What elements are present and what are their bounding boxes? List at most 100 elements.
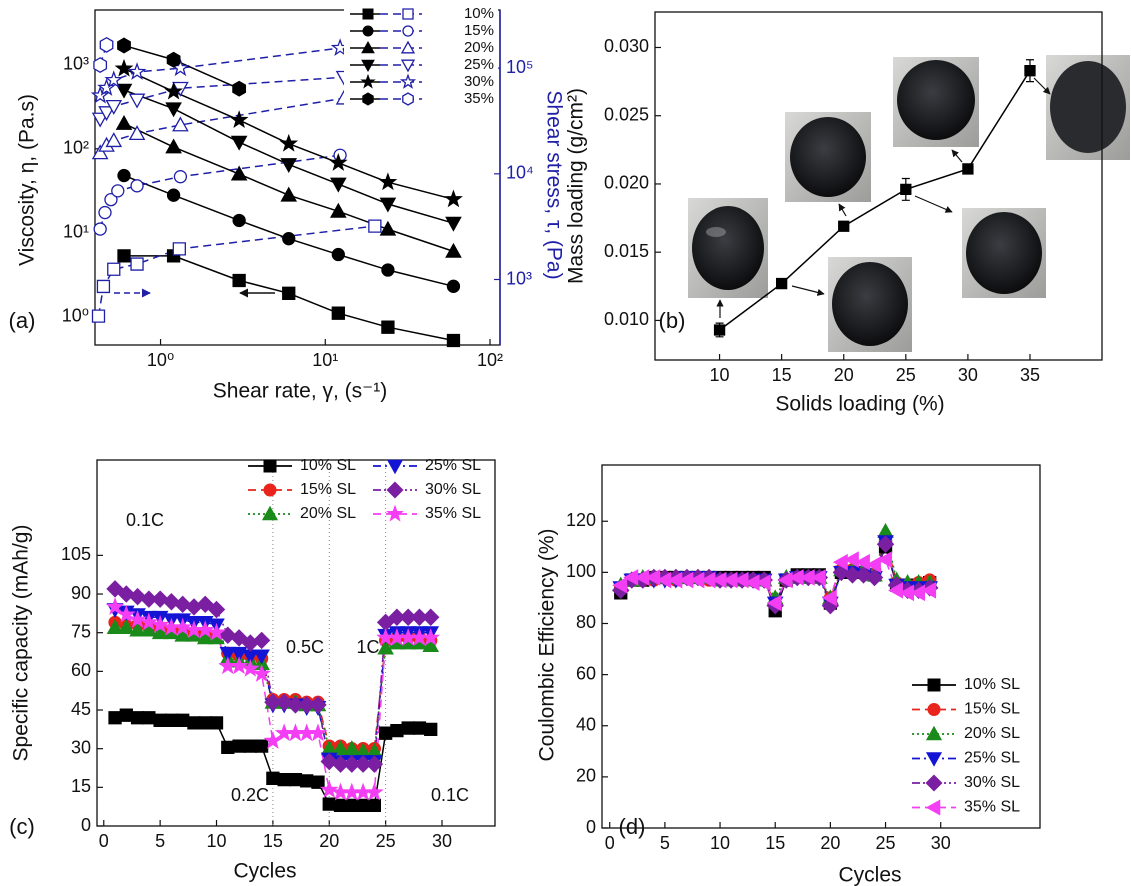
data-point [174,626,191,642]
legend-marker [386,481,404,499]
data-point [282,286,296,300]
data-point [755,574,771,591]
data-point [105,99,123,115]
y-axis-title: Specific capacity (mAh/g) [10,525,33,762]
x-tick-label: 0 [605,833,615,853]
data-point [378,172,398,191]
legend-marker [263,459,277,473]
data-point [888,581,903,599]
y-axis-title: Mass loading (g/cm²) [565,88,588,284]
legend-label: 30% SL [425,481,481,498]
arrow [951,149,963,163]
data-point [165,138,182,154]
legend-marker [360,73,376,89]
data-point [153,713,167,727]
data-point [319,780,339,798]
data-point [164,81,183,100]
data-point [232,739,246,753]
data-point [140,621,158,637]
x-tick-label: 15 [772,365,792,385]
data-point [166,51,181,68]
data-point [252,664,271,682]
legend-label: 20% [464,39,494,56]
legend-box [344,5,498,109]
y2-tick-label: 10⁴ [506,163,534,183]
legend-marker [400,59,416,73]
data-point [865,568,884,587]
data-point [277,772,291,787]
data-point [288,772,303,787]
annotation: 1C [356,637,379,657]
data-point [165,102,182,118]
x-tick-label: 25 [876,833,896,853]
y-tick-label: 75 [71,621,91,641]
x-axis-title: Cycles [838,864,901,886]
y-tick-label: 120 [566,510,596,530]
data-point [854,566,873,584]
data-point [91,144,109,160]
legend-marker [399,73,417,89]
data-point [91,112,109,128]
legend-marker [927,678,941,692]
data-point [105,132,123,148]
data-point [105,597,125,615]
photo [785,112,871,202]
data-point [422,608,440,626]
y-tick-label: 0 [81,815,91,835]
legend-label: 20% SL [300,505,356,522]
data-point [445,242,462,258]
y-tick-label: 90 [71,583,91,603]
data-point [379,220,397,236]
photo [962,208,1046,298]
legend-label: 15% SL [300,481,356,498]
data-point [240,658,260,677]
y2-tick-label: 10⁵ [506,57,533,77]
x-tick-label: 10 [206,831,226,851]
legend-marker [927,703,941,716]
data-point [230,135,248,151]
data-point [263,731,283,749]
data-point [119,708,133,722]
photo [1046,55,1130,160]
series-line [99,47,341,97]
x-tick-label: 15 [765,833,785,853]
data-point [832,553,848,571]
y-tick-label: 10¹ [63,221,89,241]
data-point [282,232,296,246]
x-tick-label: 25 [896,365,916,385]
y-tick-label: 0.015 [604,241,649,261]
chart-panel: 0 5 10 15 20 25 30 0 20 40 60 80 100 120 Cycles Coulomb… [536,464,1041,886]
y-tick-label: 40 [576,714,596,734]
data-point [766,594,782,612]
data-point [777,571,793,589]
data-point [97,78,116,96]
chart-panel: 0 5 10 15 20 25 30 0 15 30 45 60 75 90 105 Cycles Specif… [9,457,496,883]
data-point [151,624,169,640]
data-point [99,36,114,53]
x-tick-label: 10 [710,365,730,385]
legend-label: 35% SL [964,799,1020,816]
plot-frame [601,464,1041,829]
data-point [172,242,186,256]
data-point [713,324,726,336]
photo [688,198,768,298]
legend-label: 35% [464,90,494,107]
legend-marker [362,92,374,106]
x-axis-title: Solids loading (%) [775,393,944,416]
data-point [854,553,870,571]
data-point [232,273,246,288]
data-point [230,165,248,181]
data-point [377,639,394,655]
series-line [97,225,375,317]
legend-marker [386,459,404,475]
legend-label: 10% [464,5,494,22]
data-point [381,263,395,277]
annotation: 0.2C [231,785,269,805]
y-tick-label: 0.010 [604,309,649,329]
data-point [209,716,224,730]
annotation: 0.1C [126,510,164,530]
y-tick-label: 10² [63,138,89,158]
data-point [311,775,325,789]
